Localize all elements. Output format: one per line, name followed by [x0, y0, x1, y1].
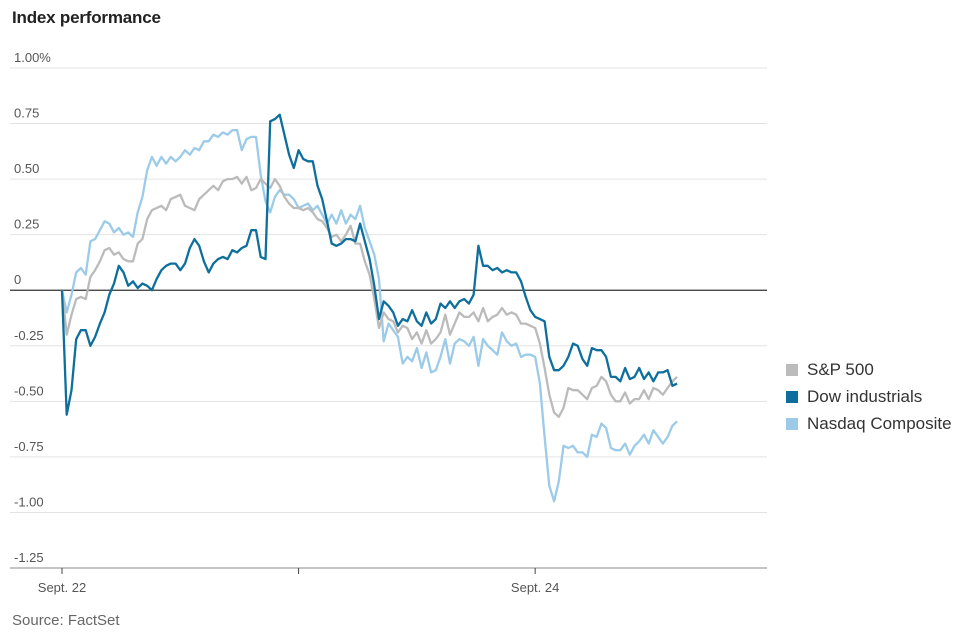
- chart-title: Index performance: [12, 8, 161, 27]
- legend-label-nasdaq: Nasdaq Composite: [807, 413, 952, 433]
- series-lines: [60, 113, 678, 503]
- legend-item-dow: Dow industrials: [786, 383, 952, 410]
- y-tick-label: 1.00%: [14, 50, 51, 65]
- source-note: Source: FactSet: [12, 612, 120, 629]
- y-tick-label: -0.25: [14, 328, 44, 343]
- y-axis-tick-labels: 1.00% 0.75 0.50 0.25 0 -0.25 -0.50 -0.75 -1.00 -1…: [14, 50, 51, 565]
- series-line-nasdaq-composite: [60, 129, 678, 503]
- legend-swatch-sp500: [786, 363, 798, 376]
- y-tick-label: 0: [14, 272, 21, 287]
- series-line-dow-industrials: [60, 113, 678, 416]
- x-axis: Sept. 22 Sept. 24: [10, 567, 767, 595]
- y-tick-label: 0.50: [14, 161, 39, 176]
- legend-swatch-nasdaq: [786, 417, 798, 430]
- legend-label-sp500: S&P 500: [807, 359, 874, 379]
- series-line-s-p-500: [60, 175, 678, 419]
- y-tick-label: -0.75: [14, 439, 44, 454]
- y-tick-label: 0.75: [14, 106, 39, 121]
- y-tick-label: -1.25: [14, 550, 44, 565]
- y-tick-label: -1.00: [14, 494, 44, 509]
- legend-label-dow: Dow industrials: [807, 386, 923, 406]
- legend-swatch-dow: [786, 390, 798, 403]
- legend-item-nasdaq: Nasdaq Composite: [786, 410, 952, 437]
- legend-item-sp500: S&P 500: [786, 356, 952, 383]
- legend: S&P 500 Dow industrials Nasdaq Composite: [786, 356, 952, 437]
- x-tick-label: Sept. 22: [38, 580, 86, 595]
- x-tick-label: Sept. 24: [511, 580, 559, 595]
- y-tick-label: -0.50: [14, 383, 44, 398]
- y-tick-label: 0.25: [14, 217, 39, 232]
